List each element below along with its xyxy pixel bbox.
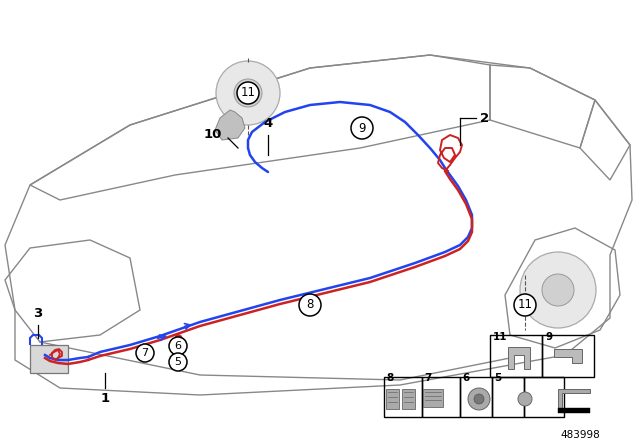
Text: 11: 11	[241, 86, 255, 99]
Circle shape	[136, 344, 154, 362]
Text: 9: 9	[545, 332, 552, 342]
Circle shape	[542, 274, 574, 306]
Text: 7: 7	[424, 373, 431, 383]
Bar	[386, 389, 399, 409]
Circle shape	[237, 82, 259, 104]
Polygon shape	[508, 347, 530, 369]
Bar	[402, 389, 415, 409]
Circle shape	[169, 337, 187, 355]
Text: 2: 2	[480, 112, 489, 125]
Bar	[423, 389, 443, 407]
Bar	[460, 377, 492, 417]
Text: 7: 7	[141, 348, 148, 358]
Bar	[490, 335, 542, 377]
Polygon shape	[215, 110, 245, 140]
Text: 11: 11	[518, 298, 532, 311]
Circle shape	[299, 294, 321, 316]
Bar	[542, 335, 594, 377]
Bar	[558, 408, 590, 413]
Text: 8: 8	[307, 298, 314, 311]
Circle shape	[518, 392, 532, 406]
Text: 9: 9	[358, 121, 365, 134]
Bar	[384, 377, 422, 417]
Bar	[524, 377, 564, 417]
Text: 10: 10	[204, 129, 222, 142]
Text: 6: 6	[175, 341, 182, 351]
Circle shape	[474, 394, 484, 404]
Circle shape	[351, 117, 373, 139]
Polygon shape	[554, 349, 582, 363]
Text: 6: 6	[462, 373, 469, 383]
Text: 483998: 483998	[560, 430, 600, 440]
Circle shape	[216, 61, 280, 125]
Text: 5: 5	[175, 357, 182, 367]
FancyBboxPatch shape	[30, 345, 68, 373]
Text: 11: 11	[493, 332, 508, 342]
Circle shape	[169, 353, 187, 371]
Text: 5: 5	[494, 373, 501, 383]
Circle shape	[514, 294, 536, 316]
Text: 1: 1	[100, 392, 109, 405]
Bar	[492, 377, 524, 417]
Text: 3: 3	[33, 307, 43, 320]
Text: 8: 8	[386, 373, 393, 383]
Text: 4: 4	[264, 117, 273, 130]
Circle shape	[520, 252, 596, 328]
Bar	[422, 377, 460, 417]
Circle shape	[234, 79, 262, 107]
Circle shape	[468, 388, 490, 410]
Polygon shape	[558, 389, 590, 411]
